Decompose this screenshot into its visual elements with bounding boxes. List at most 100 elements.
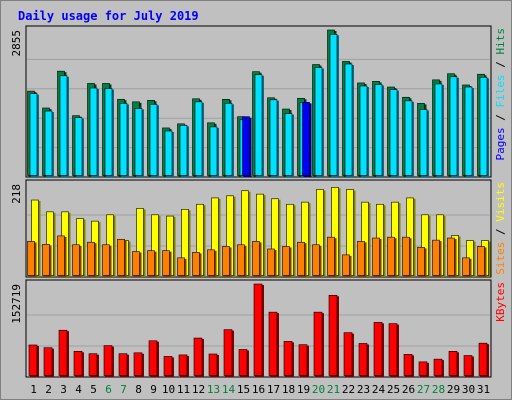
bar-sites-day-2 — [42, 244, 50, 276]
day-label-27: 27 — [417, 383, 430, 396]
day-label-8: 8 — [135, 383, 142, 396]
bar-sites-day-12 — [192, 252, 200, 276]
bar-kbytes — [253, 283, 264, 377]
bar-files-day-28 — [434, 83, 443, 176]
bar-sites-day-28 — [432, 239, 440, 276]
day-label-23: 23 — [357, 383, 370, 396]
bar-files-day-30 — [464, 86, 473, 176]
day-label-15: 15 — [237, 383, 250, 396]
bar-sites-day-17 — [267, 248, 275, 276]
bar-kbytes — [88, 353, 99, 377]
bar-files-day-6 — [104, 88, 113, 176]
bar-kbytes — [328, 294, 339, 377]
bar-pages-day-19 — [302, 102, 310, 176]
bar-files-day-18 — [284, 113, 293, 176]
bar-files-day-7 — [119, 103, 128, 176]
bar-kbytes — [403, 354, 414, 377]
bar-files — [314, 67, 324, 177]
bar-sites-day-23 — [357, 241, 365, 276]
bar-sites-day-10 — [162, 250, 170, 276]
bar-files — [344, 63, 354, 177]
bar-files-day-25 — [389, 89, 398, 176]
bar-files-day-20 — [314, 67, 323, 176]
legend- /: / — [494, 108, 507, 128]
bar-sites — [27, 241, 37, 277]
bar-kbytes-day-14 — [223, 329, 233, 376]
bar-files-day-29 — [449, 76, 458, 176]
day-label-21: 21 — [327, 383, 340, 396]
bar-sites — [207, 249, 217, 277]
bar-pages-day-15 — [242, 116, 250, 176]
bar-kbytes-day-17 — [268, 311, 278, 376]
day-label-20: 20 — [312, 383, 325, 396]
bar-sites-day-13 — [207, 249, 215, 276]
bar-pages — [302, 102, 312, 177]
bar-sites-day-3 — [57, 235, 65, 276]
day-label-14: 14 — [222, 383, 236, 396]
bar-files-day-4 — [74, 117, 83, 176]
bar-files-day-31 — [479, 77, 488, 176]
bar-sites — [402, 236, 412, 277]
bar-kbytes-day-1 — [28, 344, 38, 376]
bar-sites — [312, 244, 322, 277]
legend: Sites / Visits — [494, 182, 507, 275]
bar-files — [104, 88, 114, 177]
bar-kbytes-day-30 — [463, 355, 473, 376]
bar-kbytes-day-6 — [103, 345, 113, 376]
bar-sites — [192, 252, 202, 277]
bar-sites-day-19 — [297, 241, 305, 276]
day-label-24: 24 — [372, 383, 386, 396]
bar-sites-day-11 — [177, 257, 185, 276]
bar-sites-day-22 — [342, 254, 350, 276]
bar-kbytes-day-2 — [43, 347, 53, 376]
bar-sites-day-20 — [312, 244, 320, 276]
bar-sites — [342, 254, 352, 277]
bar-kbytes-day-29 — [448, 351, 458, 376]
bar-sites — [327, 236, 337, 277]
bar-files — [419, 109, 429, 177]
bar-files — [164, 130, 174, 177]
bar-kbytes-day-5 — [88, 353, 98, 376]
bar-files-day-17 — [269, 99, 278, 176]
bar-sites-day-31 — [477, 246, 485, 276]
bar-kbytes-day-8 — [133, 352, 143, 376]
day-label-18: 18 — [282, 383, 295, 396]
bar-kbytes-day-28 — [433, 358, 443, 376]
bar-kbytes — [418, 361, 429, 377]
bar-sites-day-30 — [462, 257, 470, 276]
day-label-28: 28 — [432, 383, 445, 396]
bar-files-day-12 — [194, 101, 203, 176]
bar-files-day-8 — [134, 108, 143, 176]
bar-sites — [117, 238, 127, 277]
legend-visits: Visits — [494, 182, 507, 222]
legend-files: Files — [494, 74, 507, 107]
day-label-22: 22 — [342, 383, 355, 396]
bar-sites-day-14 — [222, 246, 230, 276]
bar-sites — [87, 241, 97, 277]
bar-files-day-16 — [254, 74, 263, 176]
bar-sites-day-15 — [237, 244, 245, 276]
bar-kbytes — [238, 349, 249, 377]
bar-kbytes — [478, 342, 489, 377]
bar-kbytes-day-9 — [148, 340, 158, 376]
bar-kbytes — [283, 341, 294, 377]
bar-sites-day-18 — [282, 246, 290, 276]
bar-files — [269, 99, 279, 177]
bar-sites-day-25 — [387, 236, 395, 276]
bar-files — [359, 85, 369, 177]
bar-kbytes-day-31 — [478, 342, 488, 376]
day-label-26: 26 — [402, 383, 415, 396]
bar-kbytes-day-22 — [343, 332, 353, 376]
day-label-12: 12 — [192, 383, 205, 396]
panel-kbytes: 152719 KBytes — [10, 279, 507, 378]
bar-kbytes-day-18 — [283, 341, 293, 376]
day-label-13: 13 — [207, 383, 220, 396]
legend: KBytes — [494, 282, 507, 322]
bar-sites-day-9 — [147, 250, 155, 276]
bar-files-day-14 — [224, 103, 233, 176]
bar-sites-day-27 — [417, 247, 425, 276]
bar-files-day-11 — [179, 125, 188, 176]
bar-kbytes — [373, 322, 384, 377]
